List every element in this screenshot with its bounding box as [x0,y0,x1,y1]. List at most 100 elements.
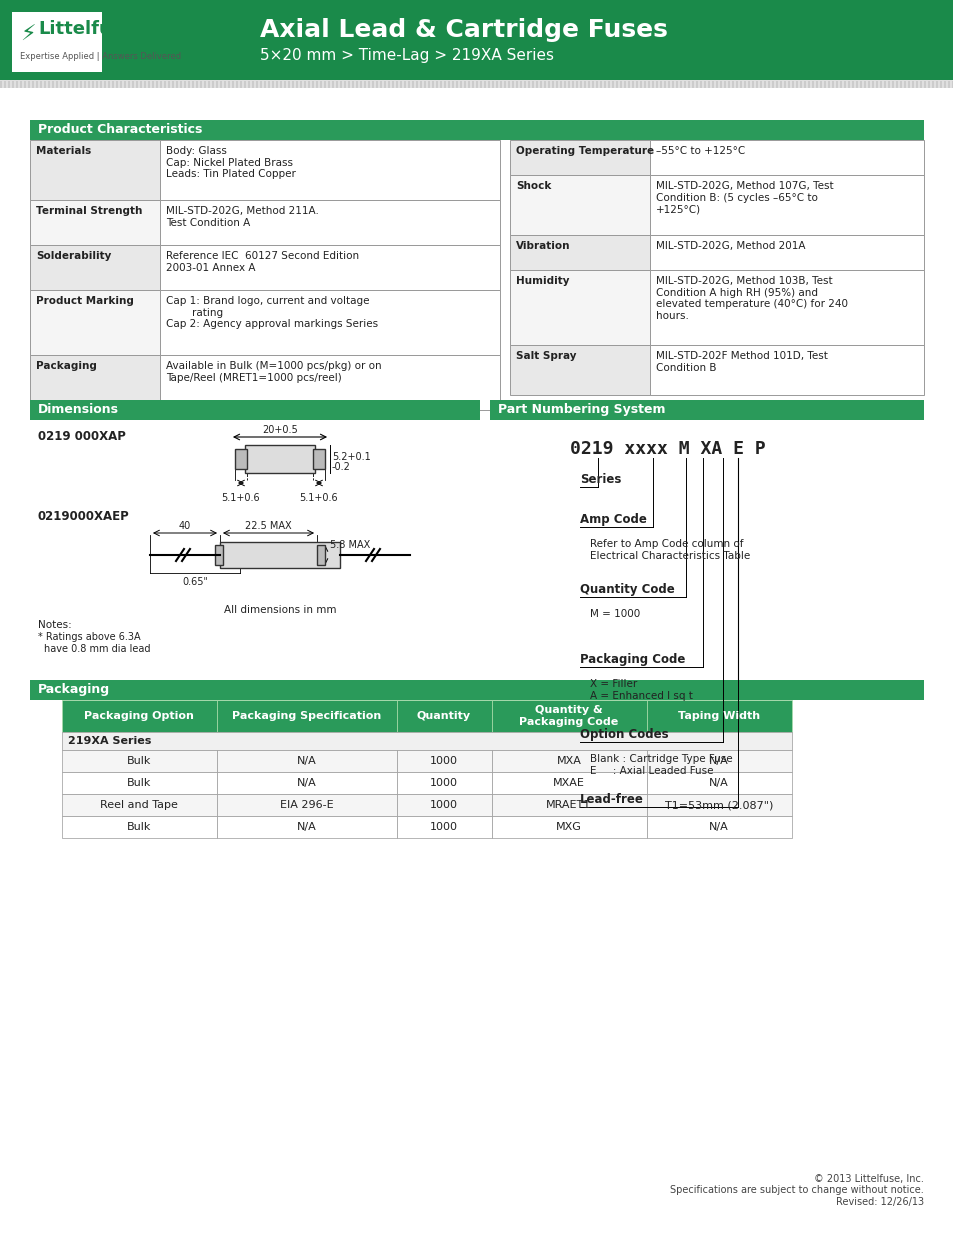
Bar [646,772,791,794]
Bar [639,82,641,88]
Text: All dimensions in mm: All dimensions in mm [224,605,335,615]
Bar [907,82,909,88]
Text: MRAET1: MRAET1 [546,800,591,810]
Text: M = 1000: M = 1000 [589,609,639,619]
Bar [875,82,877,88]
Bar [459,82,461,88]
Bar [740,82,741,88]
Bar [220,542,339,568]
Text: N/A: N/A [296,823,316,832]
Bar [767,82,769,88]
Bar [216,816,396,839]
Bar [379,82,381,88]
Bar [295,82,297,88]
Bar [156,82,158,88]
Bar [328,82,330,88]
Bar [496,82,497,88]
Bar [0,80,953,88]
Bar [887,82,889,88]
Bar [112,82,113,88]
Bar [439,82,441,88]
Bar [32,82,34,88]
Bar [255,82,257,88]
Text: Lead-free: Lead-free [579,793,643,806]
Bar [62,700,216,732]
Text: Bulk: Bulk [127,823,151,832]
Bar [663,82,665,88]
Bar [510,175,649,235]
Bar [432,82,434,88]
Text: 40: 40 [178,521,191,531]
Bar [396,816,492,839]
Bar [395,82,397,88]
Text: Product Marking: Product Marking [36,296,133,306]
Text: Packaging Option: Packaging Option [84,711,193,721]
Bar [60,82,62,88]
Bar [275,82,277,88]
Bar [88,82,90,88]
Bar [735,82,738,88]
Bar [396,772,492,794]
Bar [4,82,6,88]
Text: 1000: 1000 [430,823,457,832]
Bar [488,82,490,88]
Bar [148,82,150,88]
Bar [335,82,337,88]
Bar [596,82,598,88]
Bar [308,82,310,88]
Bar [215,82,218,88]
Bar [547,82,550,88]
Text: Bulk: Bulk [127,778,151,788]
Text: Bulk: Bulk [127,756,151,766]
Bar [188,82,190,88]
Bar [30,200,160,245]
Bar [820,82,821,88]
Bar [847,82,849,88]
Text: Product Characteristics: Product Characteristics [38,124,202,136]
Bar [919,82,921,88]
Text: 1000: 1000 [430,756,457,766]
Bar [503,82,505,88]
Text: Amp Code: Amp Code [579,513,646,526]
Bar [160,354,499,410]
Bar [100,82,102,88]
Text: 0219 000XAP: 0219 000XAP [38,430,126,443]
Bar [755,82,758,88]
Bar [700,82,701,88]
Bar [492,816,646,839]
Text: Reference IEC  60127 Second Edition
2003-01 Annex A: Reference IEC 60127 Second Edition 2003-… [166,251,358,273]
Bar [272,82,274,88]
Bar [707,82,709,88]
Bar [284,82,286,88]
Text: Body: Glass
Cap: Nickel Plated Brass
Leads: Tin Plated Copper: Body: Glass Cap: Nickel Plated Brass Lea… [166,146,295,179]
Bar [543,82,545,88]
Bar [268,82,270,88]
Bar [747,82,749,88]
Bar [911,82,913,88]
Text: Packaging Specification: Packaging Specification [233,711,381,721]
Bar [403,82,406,88]
Bar [667,82,669,88]
Bar [851,82,853,88]
Bar [456,82,457,88]
Text: Littelfuse: Littelfuse [38,20,134,38]
Bar [152,82,153,88]
Bar [71,82,74,88]
Bar [0,0,953,80]
Bar [234,450,247,469]
Bar [783,82,785,88]
Bar [671,82,673,88]
Bar [288,82,290,88]
Bar [396,750,492,772]
Bar [649,270,923,345]
Bar [96,82,98,88]
Bar [891,82,893,88]
Text: EIA 296-E: EIA 296-E [280,800,334,810]
Bar [603,82,605,88]
Bar [28,82,30,88]
Bar [867,82,869,88]
Bar [607,82,609,88]
Text: Materials: Materials [36,146,91,156]
Bar [507,82,510,88]
Bar [763,82,765,88]
